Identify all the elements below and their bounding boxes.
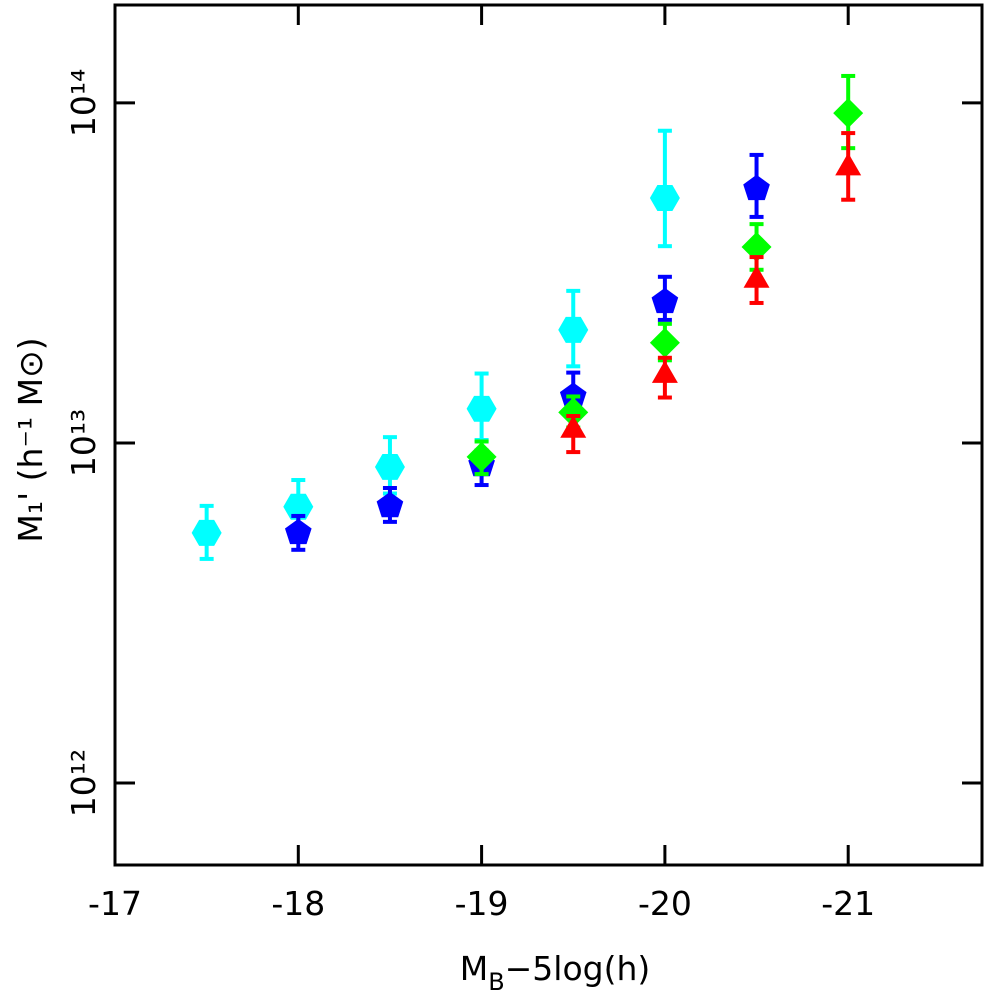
point (283, 493, 314, 520)
point (466, 441, 497, 472)
point (743, 265, 770, 288)
y-tick-label: 10¹⁴ (64, 69, 103, 137)
point (833, 98, 864, 129)
point (558, 316, 589, 343)
point (374, 453, 405, 480)
point (466, 395, 497, 422)
x-axis-label: MB−5log(h) (460, 949, 651, 996)
point (649, 185, 680, 212)
point (376, 491, 404, 518)
point (558, 397, 589, 428)
y-tick-label: 10¹² (64, 749, 103, 817)
x-label-part: M (460, 949, 488, 988)
x-tick-label: -17 (88, 884, 142, 923)
plot-frame (113, 3, 984, 867)
point (649, 327, 680, 358)
point (741, 231, 772, 262)
y-axis-label: M₁' (h⁻¹ M⊙) (11, 337, 50, 542)
x-label-part: −5log(h) (505, 949, 651, 988)
x-tick-label: -20 (638, 884, 692, 923)
x-tick-label: -19 (455, 884, 509, 923)
y-tick-label: 10¹³ (64, 409, 103, 477)
x-label-sub: B (488, 968, 504, 996)
point (560, 415, 587, 438)
point (835, 152, 862, 176)
point (191, 519, 222, 546)
x-tick-label: -18 (271, 884, 325, 923)
point (284, 518, 312, 545)
point (651, 287, 679, 314)
x-tick-label: -21 (821, 884, 875, 923)
point (651, 360, 678, 383)
point (743, 174, 770, 201)
